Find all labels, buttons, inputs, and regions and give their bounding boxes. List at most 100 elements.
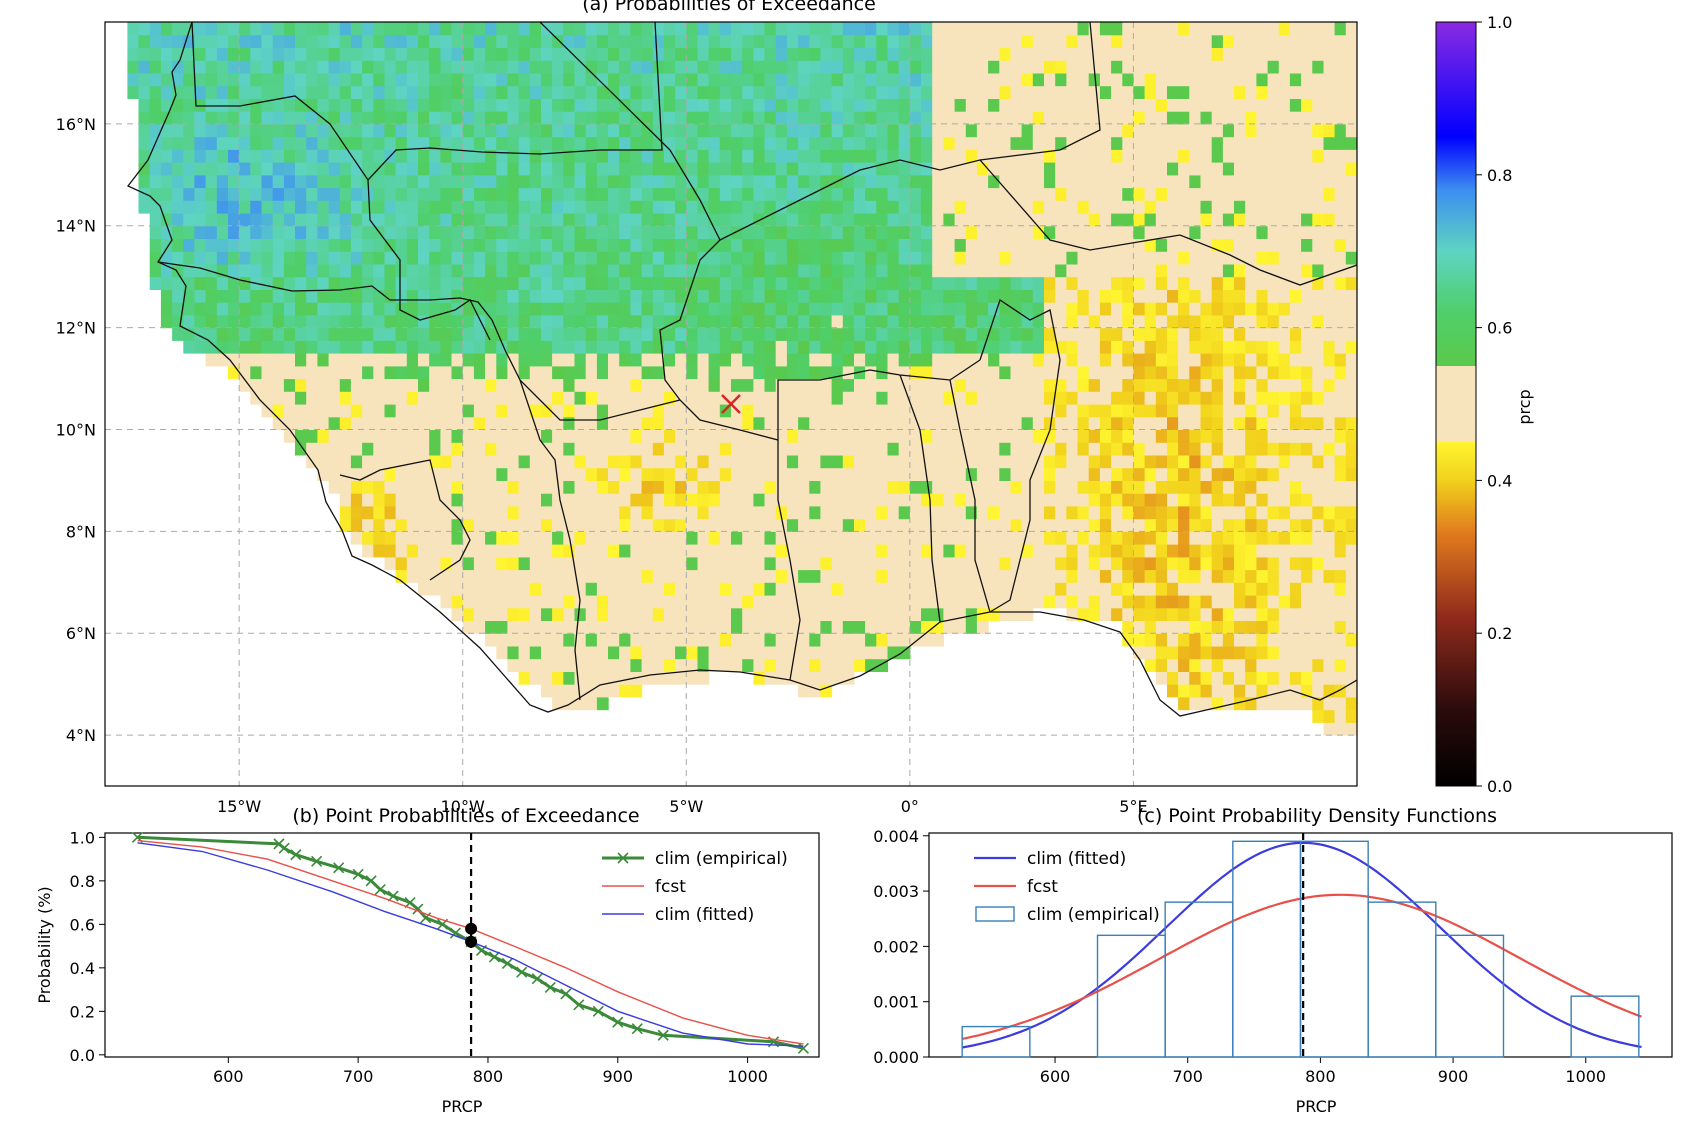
heatmap-cell: [686, 404, 699, 418]
heatmap-cell: [965, 225, 978, 239]
heatmap-cell: [954, 149, 967, 163]
heatmap-cell: [596, 595, 609, 609]
heatmap-cell: [261, 238, 274, 252]
heatmap-cell: [1055, 518, 1067, 532]
heatmap-cell: [596, 302, 609, 316]
heatmap-cell: [339, 302, 352, 316]
heatmap-cell: [172, 187, 184, 201]
heatmap-cell: [1032, 518, 1045, 532]
heatmap-cell: [965, 213, 978, 227]
heatmap-cell: [1312, 276, 1325, 290]
heatmap-cell: [541, 582, 553, 596]
heatmap-cell: [630, 684, 643, 698]
heatmap-cell: [350, 416, 363, 430]
heatmap-cell: [1155, 162, 1168, 176]
heatmap-cell: [999, 353, 1012, 367]
heatmap-cell: [742, 518, 754, 532]
heatmap-cell: [596, 378, 609, 392]
heatmap-cell: [1122, 111, 1135, 125]
heatmap-cell: [496, 314, 509, 329]
heatmap-cell: [585, 493, 598, 507]
heatmap-cell: [887, 162, 900, 176]
heatmap-cell: [518, 607, 531, 621]
heatmap-cell: [529, 544, 542, 558]
heatmap-cell: [954, 276, 967, 290]
heatmap-cell: [1066, 276, 1079, 290]
heatmap-cell: [1211, 582, 1224, 596]
heatmap-cell: [1312, 595, 1325, 609]
heatmap-cell: [1289, 47, 1302, 61]
heatmap-cell: [1222, 263, 1235, 278]
heatmap-cell: [473, 378, 486, 392]
heatmap-cell: [753, 467, 766, 481]
heatmap-cell: [239, 111, 251, 125]
heatmap-cell: [1211, 391, 1224, 405]
heatmap-cell: [395, 149, 408, 163]
heatmap-cell: [988, 123, 1000, 138]
heatmap-cell: [1189, 251, 1202, 265]
heatmap-cell: [183, 47, 196, 61]
heatmap-cell: [1077, 123, 1090, 138]
heatmap-cell: [798, 149, 810, 163]
heatmap-cell: [541, 607, 553, 621]
heatmap-cell: [250, 263, 263, 278]
heatmap-cell: [1010, 174, 1023, 189]
heatmap-cell: [1301, 327, 1313, 341]
heatmap-cell: [272, 200, 285, 214]
heatmap-cell: [1167, 314, 1179, 329]
heatmap-cell: [775, 645, 788, 660]
heatmap-cell: [820, 60, 833, 74]
heatmap-cell: [1021, 111, 1034, 125]
heatmap-cell: [317, 378, 330, 392]
heatmap-cell: [1055, 200, 1067, 214]
heatmap-cell: [641, 136, 654, 150]
heatmap-cell: [731, 582, 743, 596]
heatmap-cell: [1312, 645, 1325, 660]
heatmap-cell: [719, 620, 732, 634]
heatmap-cell: [619, 467, 631, 481]
heatmap-cell: [1099, 276, 1112, 290]
heatmap-cell: [306, 314, 318, 329]
heatmap-cell: [630, 263, 643, 278]
heatmap-cell: [485, 22, 497, 36]
heatmap-cell: [898, 505, 911, 520]
heatmap-cell: [585, 111, 598, 125]
heatmap-cell: [1099, 327, 1112, 341]
heatmap-cell: [697, 225, 710, 239]
heatmap-cell: [1312, 314, 1325, 329]
heatmap-cell: [641, 263, 654, 278]
heatmap-cell: [663, 505, 676, 520]
heatmap-cell: [719, 314, 732, 329]
heatmap-cell: [842, 238, 855, 252]
heatmap-cell: [205, 34, 218, 48]
heatmap-cell: [775, 162, 788, 176]
heatmap-cell: [1099, 213, 1112, 227]
heatmap-cell: [708, 353, 721, 367]
heatmap-cell: [1301, 98, 1313, 112]
heatmap-cell: [1099, 34, 1112, 48]
heatmap-cell: [295, 238, 307, 252]
heatmap-cell: [809, 47, 822, 61]
heatmap-cell: [775, 34, 788, 48]
heatmap-cell: [876, 442, 889, 456]
heatmap-cell: [406, 174, 419, 189]
heatmap-cell: [462, 251, 475, 265]
heatmap-cell: [596, 225, 609, 239]
heatmap-cell: [585, 595, 598, 609]
heatmap-cell: [798, 493, 810, 507]
heatmap-cell: [1256, 569, 1269, 583]
heatmap-cell: [1077, 327, 1090, 341]
heatmap-cell: [786, 85, 799, 99]
heatmap-cell: [619, 263, 631, 278]
heatmap-cell: [507, 480, 520, 494]
heatmap-cell: [1323, 289, 1336, 303]
heatmap-cell: [663, 302, 676, 316]
heatmap-cell: [1044, 429, 1056, 443]
heatmap-cell: [999, 85, 1012, 99]
heatmap-cell: [809, 633, 822, 647]
heatmap-cell: [1245, 111, 1257, 125]
heatmap-cell: [697, 671, 710, 685]
heatmap-cell: [507, 467, 520, 481]
heatmap-cell: [999, 607, 1012, 621]
heatmap-cell: [541, 314, 553, 329]
